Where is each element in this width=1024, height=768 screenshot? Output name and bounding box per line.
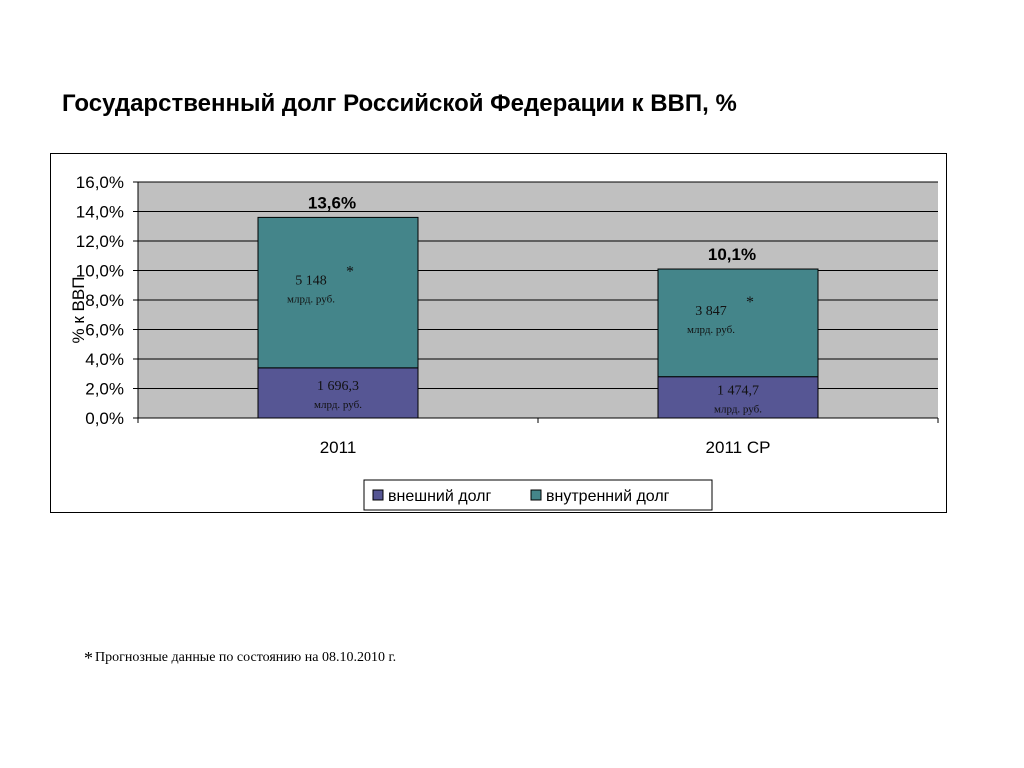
legend-label: внутренний долг [546, 488, 670, 505]
y-axis-label: % к ВВП [69, 277, 88, 344]
y-tick-label: 10,0% [76, 262, 124, 281]
y-tick-label: 14,0% [76, 203, 124, 222]
x-tick-label: 2011 [320, 438, 357, 457]
chart-frame: 0,0% 2,0% 4,0% 6,0% 8,0% 10,0% 12,0% 14,0% 16,0%… [50, 153, 947, 513]
y-tick-label: 12,0% [76, 232, 124, 251]
y-tick-label: 4,0% [85, 350, 124, 369]
segment-star-mark: * [346, 264, 354, 281]
y-tick-label: 8,0% [85, 291, 124, 310]
y-tick-label: 0,0% [85, 409, 124, 428]
legend-swatch-external [372, 489, 384, 501]
segment-value-label: 1 474,7 [717, 383, 759, 398]
x-tick-label: 2011 СР [706, 438, 771, 457]
footnote-star: * [84, 648, 93, 668]
bar-internal-debt [657, 268, 819, 378]
bar-external-debt [657, 376, 819, 419]
bar-total-label: 13,6% [308, 193, 356, 212]
segment-unit-label: млрд. руб. [714, 403, 762, 415]
legend-swatch-internal [530, 489, 542, 501]
segment-unit-label: млрд. руб. [314, 399, 362, 411]
segment-unit-label: млрд. руб. [287, 294, 335, 306]
chart-svg: 0,0% 2,0% 4,0% 6,0% 8,0% 10,0% 12,0% 14,0% 16,0%… [69, 173, 939, 511]
segment-star-mark: * [746, 294, 754, 311]
footnote: * Прогнозные данные по состоянию на 08.10… [84, 648, 397, 671]
legend-label: внешний долг [388, 488, 491, 505]
bar-internal-debt [257, 216, 419, 369]
page-title: Государственный долг Российской Федераци… [62, 90, 737, 117]
segment-value-label: 3 847 [695, 304, 727, 319]
segment-unit-label: млрд. руб. [687, 324, 735, 336]
segment-value-label: 5 148 [295, 274, 327, 289]
bar-total-label: 10,1% [708, 245, 756, 264]
bar-external-debt [257, 367, 419, 419]
y-tick-label: 6,0% [85, 321, 124, 340]
footnote-text: Прогнозные данные по состоянию на 08.10.… [95, 650, 397, 665]
y-tick-label: 2,0% [85, 380, 124, 399]
segment-value-label: 1 696,3 [317, 379, 359, 394]
y-tick-label: 16,0% [76, 173, 124, 192]
